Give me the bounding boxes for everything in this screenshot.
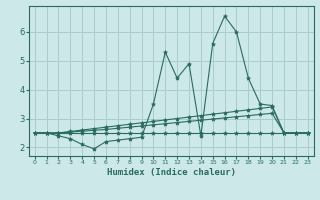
X-axis label: Humidex (Indice chaleur): Humidex (Indice chaleur) <box>107 168 236 177</box>
